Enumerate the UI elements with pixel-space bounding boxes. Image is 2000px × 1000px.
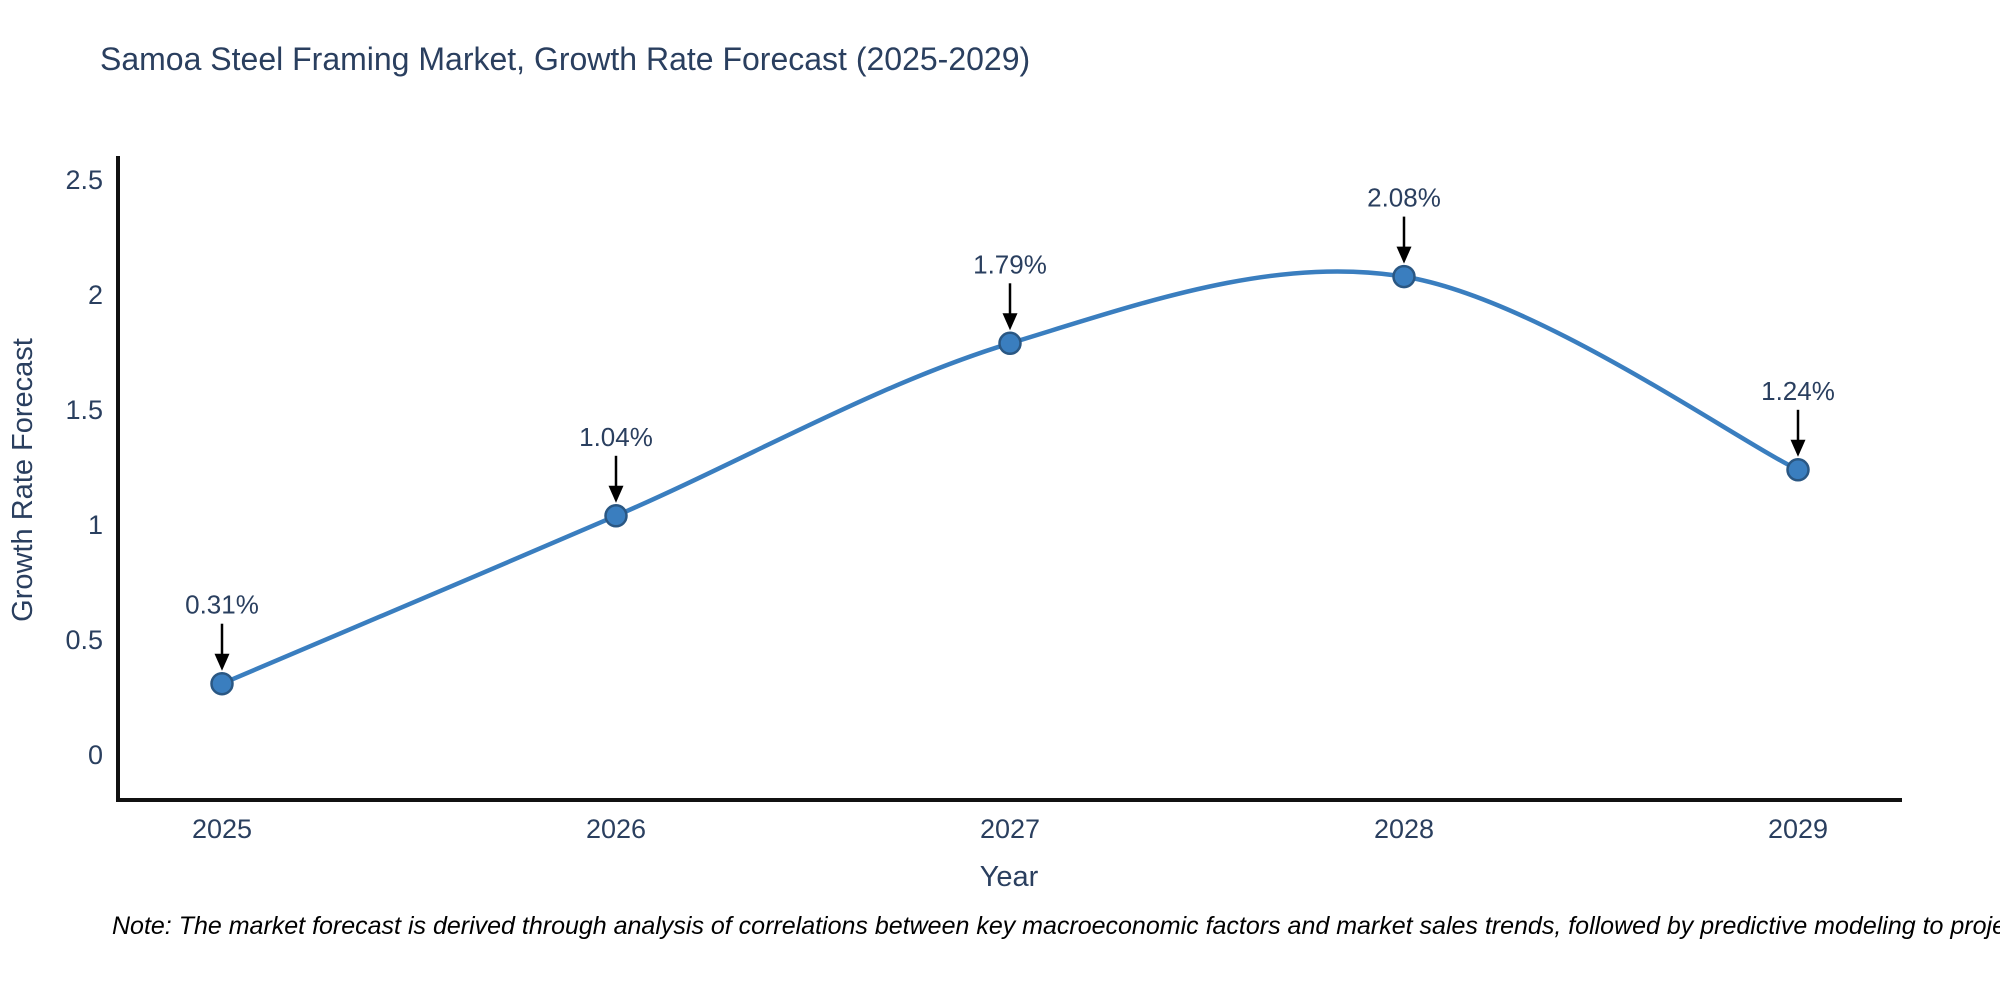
point-value-label: 1.79% [973,249,1047,279]
x-tick-label: 2025 [192,814,252,844]
y-tick-label: 2 [88,280,103,310]
y-tick-label: 2.5 [65,165,103,195]
x-tick-label: 2026 [586,814,646,844]
point-value-label: 2.08% [1367,183,1441,213]
annotation-arrowhead-icon [214,653,230,671]
x-tick-label: 2027 [980,814,1040,844]
chart-title: Samoa Steel Framing Market, Growth Rate … [100,41,1030,77]
annotation-arrowhead-icon [1790,439,1806,457]
y-tick-label: 0 [88,740,103,770]
data-point-2025[interactable] [210,671,234,696]
annotation-arrowhead-icon [608,485,624,503]
x-tick-labels: 2025 2026 2027 2028 2029 [192,814,1828,844]
y-tick-labels: 0 0.5 1 1.5 2 2.5 [65,165,103,770]
annotation-arrowhead-icon [1396,246,1412,264]
y-tick-label: 0.5 [65,625,103,655]
point-value-label: 1.04% [579,422,653,452]
x-tick-label: 2029 [1768,814,1828,844]
data-point-2026[interactable] [604,504,628,528]
point-value-label: 1.24% [1761,376,1835,406]
point-value-label: 0.31% [185,590,259,620]
footnote: Note: The market forecast is derived thr… [112,912,2000,940]
data-points [210,264,1810,696]
data-point-2027[interactable] [998,331,1022,356]
data-point-2029[interactable] [1786,458,1810,482]
x-axis-title: Year [980,861,1039,893]
y-tick-label: 1.5 [65,395,103,425]
axis-lines [116,156,1902,802]
point-annotations: 0.31% 1.04% 1.79% 2.08% 1.24% [185,183,1835,671]
y-axis-title: Growth Rate Forecast [7,338,39,622]
x-tick-label: 2028 [1374,814,1434,844]
annotation-arrowhead-icon [1002,313,1018,331]
data-point-2028[interactable] [1392,264,1416,289]
y-tick-label: 1 [88,510,103,540]
